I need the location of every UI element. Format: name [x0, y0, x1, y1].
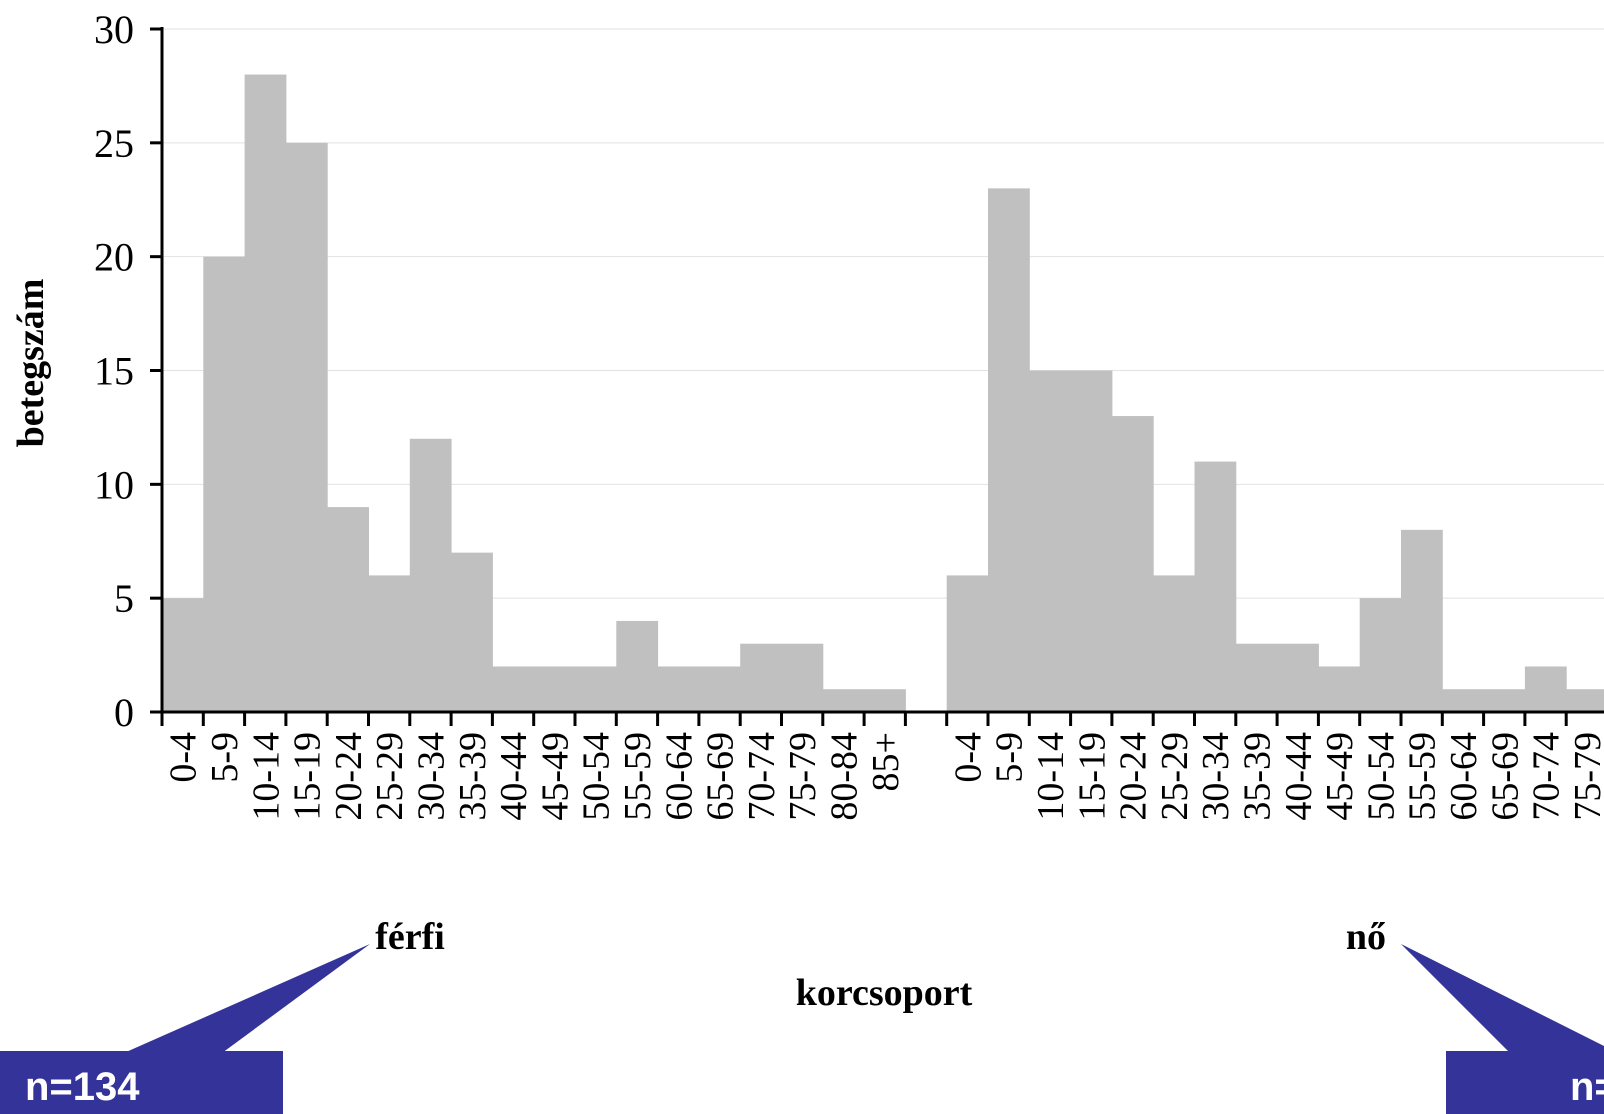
x-category-label: 5-9 [989, 732, 1031, 783]
x-category-label: 10-14 [1030, 732, 1072, 821]
x-category-label: 35-39 [452, 732, 494, 821]
x-category-label: 50-54 [576, 732, 618, 821]
x-category-label: 20-24 [328, 732, 370, 821]
x-category-label: 70-74 [741, 732, 783, 821]
x-category-label: 25-29 [369, 732, 411, 821]
callout-text-no: n= [1570, 1065, 1604, 1109]
bar-ferfi-85+ [864, 689, 906, 712]
bar-no-60-64 [1442, 689, 1485, 712]
bar-no-30-34 [1194, 461, 1237, 712]
bar-ferfi-25-29 [368, 575, 411, 712]
x-category-label: 60-64 [1443, 732, 1485, 821]
bar-no-45-49 [1318, 666, 1361, 712]
callout-text-ferfi: n=134 [25, 1065, 140, 1109]
x-category-label: 30-34 [1195, 732, 1237, 821]
bars [162, 74, 1604, 713]
bar-ferfi-15-19 [285, 142, 328, 713]
y-axis-title: betegszám [10, 279, 52, 448]
x-category-label: 35-39 [1236, 732, 1278, 821]
x-category-label: 55-59 [1402, 732, 1444, 821]
bar-ferfi-30-34 [409, 438, 452, 712]
y-tick-label: 10 [94, 462, 134, 507]
x-category-label: 45-49 [1319, 732, 1361, 821]
x-category-label: 55-59 [617, 732, 659, 821]
bar-ferfi-0-4 [162, 598, 204, 712]
bar-no-75-79 [1566, 689, 1604, 712]
x-category-label: 85+ [865, 732, 907, 791]
x-category-label: 60-64 [658, 732, 700, 821]
callout-pointer-no [1401, 944, 1604, 1053]
bar-ferfi-45-49 [533, 666, 576, 712]
x-category-labels: 0-4 5-9 10-14 15-19 20-24 25-29 30-34 35-39 40-4… [163, 732, 1604, 821]
bar-ferfi-55-59 [616, 620, 659, 712]
bar-no-40-44 [1277, 643, 1319, 712]
bar-ferfi-60-64 [657, 666, 700, 712]
bar-no-5-9 [988, 188, 1030, 712]
x-category-label: 40-44 [493, 732, 535, 821]
x-category-label: 80-84 [823, 732, 865, 821]
bar-no-50-54 [1359, 598, 1402, 712]
bar-ferfi-50-54 [575, 666, 617, 712]
x-category-label: 0-4 [163, 732, 205, 783]
x-category-label: 50-54 [1360, 732, 1402, 821]
x-category-label: 5-9 [204, 732, 246, 783]
bar-no-25-29 [1153, 575, 1195, 712]
group-label-no: nő [1346, 916, 1386, 958]
bar-ferfi-10-14 [244, 74, 287, 713]
x-category-label: 65-69 [700, 732, 742, 821]
x-category-label: 20-24 [1113, 732, 1155, 821]
y-tick-labels: 0 5 10 15 20 25 30 [94, 7, 134, 735]
y-tick-label: 30 [94, 7, 134, 52]
x-category-label: 45-49 [534, 732, 576, 821]
bar-no-70-74 [1524, 666, 1567, 712]
x-category-label: 15-19 [287, 732, 329, 821]
bar-ferfi-20-24 [327, 507, 369, 712]
bar-no-65-69 [1483, 689, 1526, 712]
bar-ferfi-65-69 [698, 666, 741, 712]
bar-no-0-4 [946, 575, 989, 712]
x-category-label: 65-69 [1484, 732, 1526, 821]
x-category-label: 10-14 [245, 732, 287, 821]
bar-no-35-39 [1235, 643, 1278, 712]
y-tick-label: 15 [94, 349, 134, 394]
x-category-label: 75-79 [782, 732, 824, 821]
bar-ferfi-75-79 [781, 643, 824, 712]
y-tick-label: 20 [94, 235, 134, 280]
callout-pointer-ferfi [124, 944, 370, 1053]
bar-ferfi-70-74 [740, 643, 782, 712]
bar-no-55-59 [1401, 529, 1443, 712]
x-category-label: 70-74 [1526, 732, 1568, 821]
bar-ferfi-80-84 [822, 689, 865, 712]
bar-ferfi-35-39 [451, 552, 493, 712]
bar-ferfi-40-44 [492, 666, 535, 712]
x-category-label: 15-19 [1071, 732, 1113, 821]
gridlines [162, 28, 1604, 599]
x-category-label: 25-29 [1154, 732, 1196, 821]
axes [150, 27, 1604, 726]
x-category-label: 75-79 [1567, 732, 1604, 821]
callout-box-ferfi [0, 1051, 283, 1114]
x-axis-title: korcsoport [796, 972, 973, 1014]
bar-ferfi-5-9 [203, 256, 246, 712]
x-category-label: 40-44 [1278, 732, 1320, 821]
y-tick-label: 5 [114, 576, 134, 621]
bar-no-20-24 [1111, 416, 1154, 712]
x-category-label: 30-34 [410, 732, 452, 821]
y-tick-label: 25 [94, 121, 134, 166]
callout-box-no [1446, 1051, 1604, 1114]
y-tick-label: 0 [114, 690, 134, 735]
x-category-label: 0-4 [947, 732, 989, 783]
group-label-ferfi: férfi [375, 916, 445, 958]
bar-no-10-14 [1029, 370, 1072, 712]
bar-no-15-19 [1070, 370, 1113, 712]
